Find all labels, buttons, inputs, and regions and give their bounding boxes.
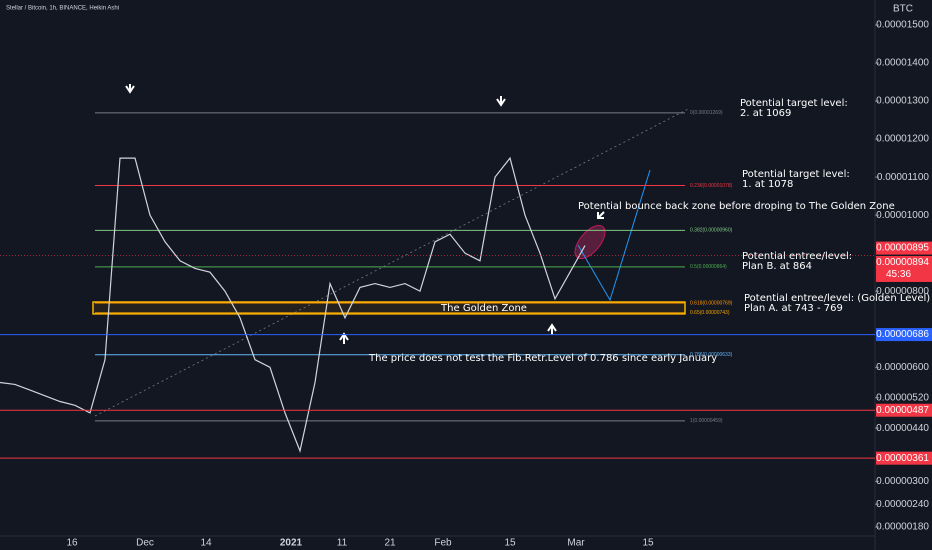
y-tick-label: 0.00000600 [876,362,929,373]
fib-label: 0(0.00001269) [690,110,723,116]
y-tick-label: 0.00000180 [876,522,929,533]
price-tag [876,403,932,417]
price-tag [876,328,932,342]
y-tick-label: 0.00001000 [876,210,929,221]
annotation: Plan B. at 864 [742,261,812,272]
arrow-down [496,96,506,107]
fib-label: 0.5(0.00000864) [690,264,727,270]
trend-dashed-line [94,107,691,417]
annotation: Potential entree/level: (Golden Level) [744,293,930,304]
price-tag-label: 0.00000686 [876,329,929,340]
x-tick-label: Feb [434,538,452,549]
annotation: Potential entree/level: [742,251,852,262]
price-line [0,156,586,453]
y-tick-label: 0.00000800 [876,286,929,297]
fib-label: 0.65(0.00000743) [690,310,730,316]
y-tick-label: 0.00001100 [877,172,930,183]
x-tick-label: 14 [200,538,212,549]
price-tag-label: 0.00000487 [876,405,929,416]
price-tag [876,241,932,255]
fib-label: 0.236(0.00001078) [690,183,733,189]
golden-zone-box [92,301,686,315]
y-tick-label: 0.00000440 [876,423,929,434]
x-tick-label: Mar [567,538,585,549]
golden-zone-label: The Golden Zone [440,303,527,314]
chart-title: Stellar / Bitcoin, 1h, BINANCE, Heikin A… [6,6,119,12]
annotation: Plan A. at 743 - 769 [744,303,843,314]
annotation: Potential target level: [740,98,848,109]
y-tick-label: 0.00001300 [876,96,929,107]
price-tag-label: 0.00000894 [876,257,929,268]
fib-label: 1(0.00000459) [690,418,723,424]
price-tag [876,451,932,465]
annotation: 2. at 1069 [740,108,791,119]
fib-label: 0.786(0.00000633) [690,352,733,358]
price-tag-label: 0.00000895 [876,243,929,254]
arrow-down-left [597,211,605,219]
y-tick-label: 0.00001400 [876,58,929,69]
y-tick-label: 0.00000300 [876,476,929,487]
x-tick-label: 21 [384,538,396,549]
y-tick-label: 0.00000240 [876,499,929,510]
price-tag-label: 0.00000361 [876,453,929,464]
arrow-down [125,84,135,94]
countdown: 45:36 [886,269,911,280]
x-tick-label: 15 [504,538,516,549]
x-tick-label: Dec [136,538,154,549]
x-tick-label: 11 [337,538,348,549]
currency-label: BTC [893,4,913,15]
x-tick-label: 2021 [280,538,303,549]
y-tick-label: 0.00001500 [876,20,929,31]
annotation: Potential target level: [742,169,850,180]
y-tick-label: 0.00001200 [876,134,929,145]
y-tick-label: 0.00000520 [876,392,929,403]
arrow-up [339,332,349,344]
x-tick-label: 15 [642,538,654,549]
annotation: 1. at 1078 [742,179,793,190]
x-tick-label: 16 [66,538,78,549]
annotation: Potential bounce back zone before dropin… [578,201,895,212]
annotation: The price does not test the Fib.Retr.Lev… [368,353,717,364]
fib-label: 0.382(0.00000960) [690,228,733,234]
fib-label: 0.618(0.00000769) [690,300,733,306]
projection-path [577,169,651,302]
price-tag [876,255,932,282]
arrow-up [547,323,557,335]
